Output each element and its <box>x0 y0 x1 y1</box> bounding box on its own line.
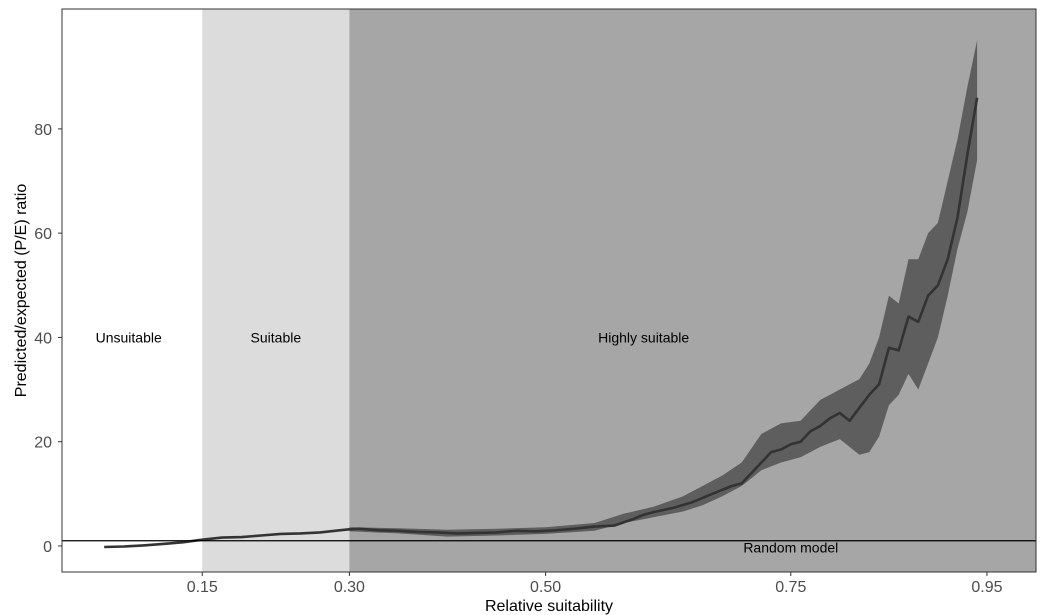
y-tick-label-0: 0 <box>43 539 52 556</box>
x-tick-label-2: 0.50 <box>530 579 561 596</box>
y-axis-title: Predicted/expected (P/E) ratio <box>13 184 30 398</box>
series-line-0 <box>104 97 979 549</box>
zone-labels: Unsuitable Suitable Highly suitable <box>96 329 690 345</box>
zone-0 <box>62 9 203 572</box>
x-tick-label-1: 0.30 <box>334 579 365 596</box>
confidence-band <box>349 40 978 537</box>
random-model-label: Random model <box>743 539 838 555</box>
series-layer <box>104 97 979 549</box>
y-tick-label-2: 40 <box>34 330 52 347</box>
x-tick-label-0: 0.15 <box>187 579 218 596</box>
zone-1 <box>202 9 350 572</box>
x-tick-label-3: 0.75 <box>775 579 806 596</box>
suitability-zones <box>62 9 1036 572</box>
x-tick-label-4: 0.95 <box>971 579 1002 596</box>
y-tick-label-1: 20 <box>34 435 52 452</box>
y-tick-label-4: 80 <box>34 122 52 139</box>
y-tick-label-3: 60 <box>34 226 52 243</box>
x-axis-title: Relative suitability <box>485 598 613 615</box>
zone-label-1: Suitable <box>251 329 302 345</box>
zone-label-2: Highly suitable <box>598 329 689 345</box>
confidence-band-layer <box>349 40 978 537</box>
x-axis-ticks: 0.15 0.30 0.50 0.75 0.95 <box>187 572 1003 596</box>
zone-label-0: Unsuitable <box>96 329 162 345</box>
y-axis-ticks: 0 20 40 60 80 <box>34 122 62 556</box>
plot-panel-border <box>61 8 1037 573</box>
reference-line-layer: Random model <box>62 539 1036 555</box>
